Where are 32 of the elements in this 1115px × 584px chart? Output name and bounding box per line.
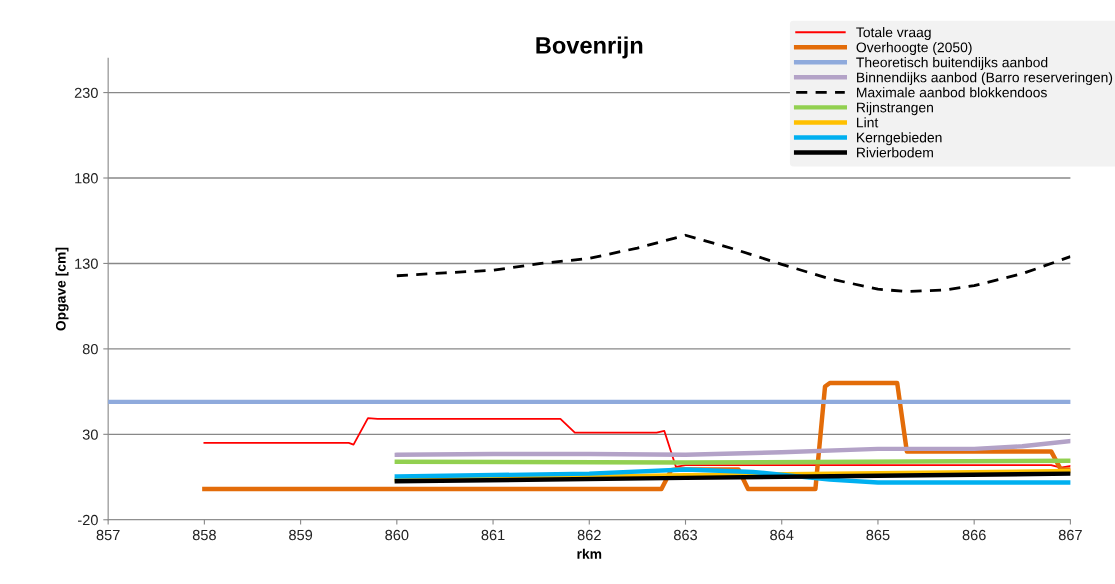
- legend-label: Maximale aanbod blokkendoos: [857, 87, 1047, 98]
- x-tick-label: 865: [866, 529, 890, 541]
- x-tick-label: 858: [192, 529, 216, 541]
- x-tick-label: 857: [96, 529, 120, 541]
- y-tick-label: 130: [75, 258, 98, 269]
- legend-label: Kerngebieden: [857, 132, 942, 146]
- y-axis-title: Opgave [cm]: [55, 247, 69, 331]
- x-tick-label: 860: [385, 529, 409, 541]
- y-tick-label: 230: [74, 87, 98, 98]
- x-tick-label: 861: [481, 529, 505, 541]
- x-tick-label: 867: [1058, 529, 1082, 541]
- legend-label: Totale vraag: [856, 27, 931, 40]
- y-tick-label: 180: [75, 173, 98, 184]
- line-series: [395, 233, 1071, 294]
- y-tick-label: 80: [82, 343, 98, 355]
- legend-label: Rivierbodem: [857, 147, 933, 158]
- legend-label: Binnendijks aanbod (Barro reserveringen): [857, 72, 1113, 86]
- legend-label: Overhoogte (2050): [856, 42, 972, 56]
- y-tick-label: 30: [82, 429, 98, 440]
- legend-label: Lint: [857, 117, 879, 128]
- y-tick-label: -20: [78, 514, 98, 526]
- x-axis-title: rkm: [577, 548, 602, 559]
- chart-title: Bovenrijn: [536, 36, 643, 59]
- line-series: [203, 417, 1071, 469]
- x-tick-label: 866: [962, 529, 986, 541]
- x-tick-label: 859: [289, 529, 313, 541]
- legend-label: Rijnstrangen: [857, 102, 933, 116]
- x-tick-label: 864: [770, 529, 794, 541]
- x-tick-label: 862: [577, 529, 601, 541]
- line-series: [394, 438, 1071, 458]
- legend-label: Theoretisch buitendijks aanbod: [856, 57, 1048, 71]
- x-tick-label: 863: [673, 529, 698, 541]
